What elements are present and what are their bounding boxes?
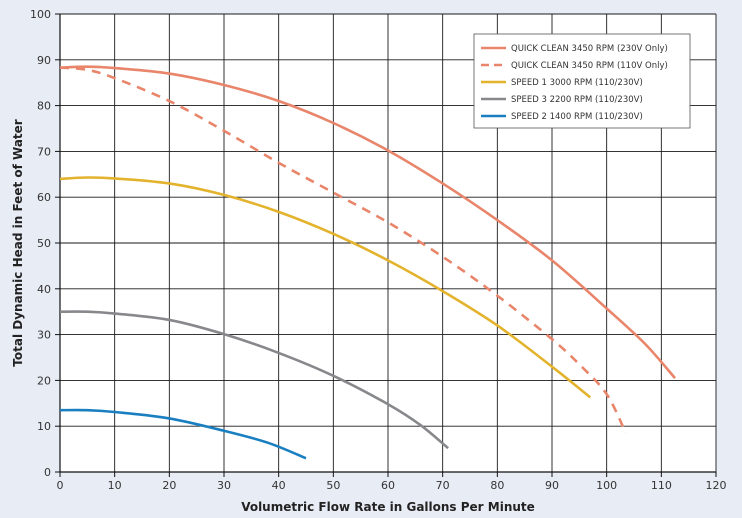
- x-tick-label-5: 50: [326, 479, 340, 492]
- legend-label-1: QUICK CLEAN 3450 RPM (110V Only): [511, 61, 668, 71]
- y-tick-label-8: 80: [37, 100, 51, 113]
- x-tick-labels: 0 10 20 30 40 50 60 70 80 90 100 110 120: [57, 479, 727, 492]
- x-tick-label-2: 20: [162, 479, 176, 492]
- y-tick-label-5: 50: [37, 237, 51, 250]
- legend-label-3: SPEED 3 2200 RPM (110/230V): [511, 95, 643, 105]
- y-tick-label-10: 100: [30, 8, 51, 21]
- x-tick-label-1: 10: [108, 479, 122, 492]
- y-tick-label-6: 60: [37, 191, 51, 204]
- x-tick-label-10: 100: [596, 479, 617, 492]
- x-tick-label-6: 60: [381, 479, 395, 492]
- axes: [55, 13, 717, 477]
- series-line-4: [59, 408, 307, 460]
- y-tick-label-9: 90: [37, 54, 51, 67]
- series-line-0: [59, 65, 676, 379]
- y-tick-label-1: 10: [37, 420, 51, 433]
- y-tick-label-7: 70: [37, 145, 51, 158]
- legend: QUICK CLEAN 3450 RPM (230V Only) QUICK CL…: [473, 33, 691, 129]
- x-tick-label-8: 80: [490, 479, 504, 492]
- y-tick-label-2: 20: [37, 374, 51, 387]
- y-tick-labels: 0 10 20 30 40 50 60 70 80 90 100: [30, 8, 51, 479]
- y-tick-label-4: 40: [37, 283, 51, 296]
- x-tick-label-11: 110: [651, 479, 672, 492]
- x-axis-title: Volumetric Flow Rate in Gallons Per Minu…: [241, 500, 535, 514]
- x-tick-label-9: 90: [545, 479, 559, 492]
- x-tick-label-7: 70: [436, 479, 450, 492]
- legend-box: [473, 33, 691, 129]
- series-line-2: [59, 176, 592, 399]
- y-tick-label-0: 0: [44, 466, 51, 479]
- x-tick-label-4: 40: [272, 479, 286, 492]
- series-line-1: [59, 66, 627, 434]
- x-tick-label-0: 0: [57, 479, 64, 492]
- legend-label-0: QUICK CLEAN 3450 RPM (230V Only): [511, 44, 668, 54]
- y-tick-label-3: 30: [37, 329, 51, 342]
- legend-label-4: SPEED 2 1400 RPM (110/230V): [511, 112, 643, 122]
- x-tick-label-12: 120: [706, 479, 727, 492]
- y-axis-title: Total Dynamic Head in Feet of Water: [11, 119, 25, 367]
- x-tick-label-3: 30: [217, 479, 231, 492]
- series-lines: [59, 65, 676, 460]
- series-line-3: [59, 310, 449, 450]
- legend-label-2: SPEED 1 3000 RPM (110/230V): [511, 78, 643, 88]
